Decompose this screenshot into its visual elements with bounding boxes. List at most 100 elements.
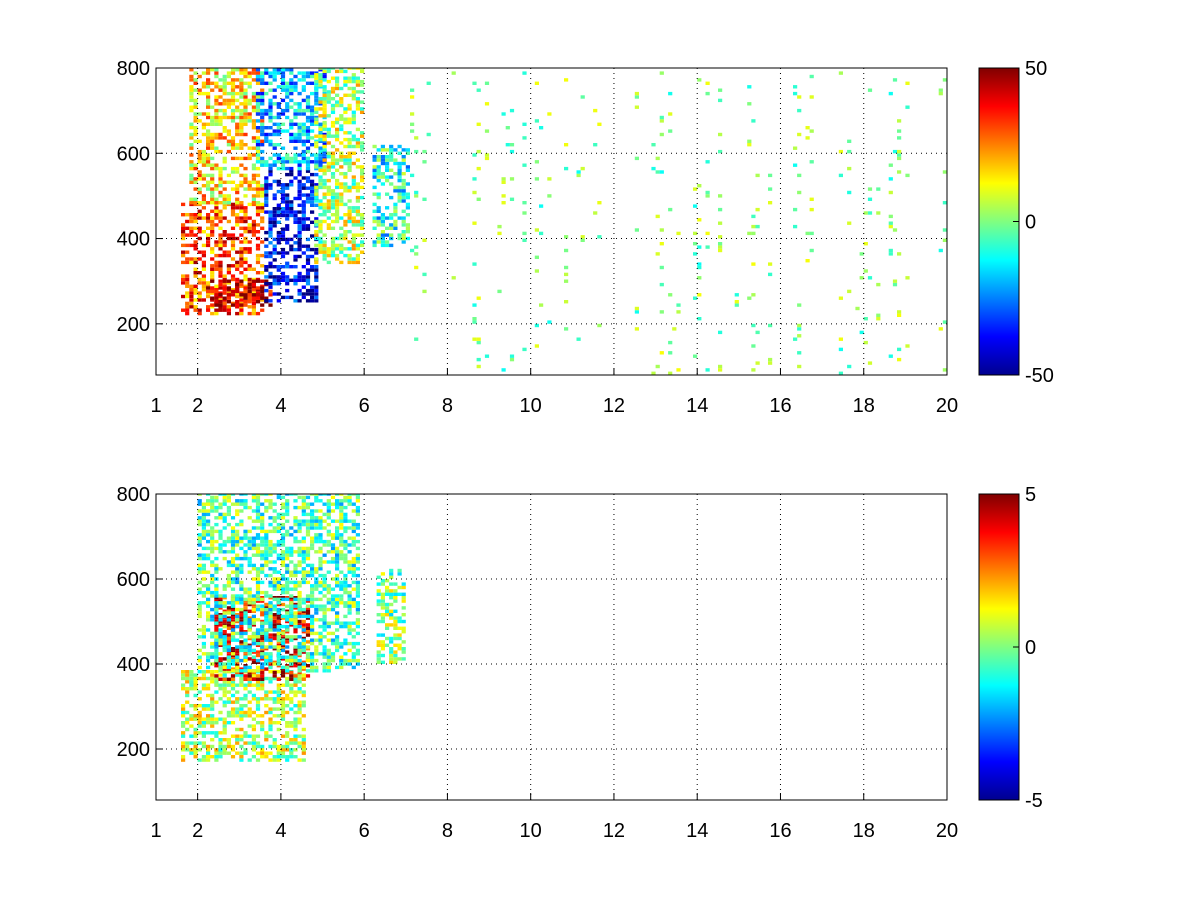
heatmap-cell bbox=[218, 604, 223, 608]
heatmap-cell bbox=[189, 163, 194, 167]
heatmap-cell bbox=[193, 81, 198, 85]
heatmap-cell bbox=[322, 78, 327, 82]
top-colorbar: 500-50 bbox=[978, 58, 1054, 387]
heatmap-cell bbox=[318, 607, 323, 612]
heatmap-cell bbox=[218, 494, 223, 496]
heatmap-cell bbox=[193, 707, 198, 711]
heatmap-cell bbox=[285, 721, 290, 725]
heatmap-cell bbox=[335, 134, 340, 138]
heatmap-cell bbox=[497, 231, 502, 236]
heatmap-cell bbox=[197, 277, 202, 282]
heatmap-cell bbox=[347, 641, 352, 646]
heatmap-cell bbox=[351, 178, 356, 183]
heatmap-cell bbox=[255, 209, 261, 213]
heatmap-cell bbox=[260, 91, 265, 96]
heatmap-cell bbox=[251, 126, 256, 130]
heatmap-cell bbox=[181, 755, 186, 759]
heatmap-cell bbox=[651, 371, 656, 375]
heatmap-cell bbox=[239, 209, 244, 213]
heatmap-cell bbox=[285, 160, 290, 164]
heatmap-cell bbox=[201, 641, 206, 646]
heatmap-cell bbox=[634, 310, 639, 314]
heatmap-cell bbox=[255, 286, 261, 290]
heatmap-cell bbox=[255, 201, 261, 205]
heatmap-cell bbox=[276, 183, 281, 187]
heatmap-cell bbox=[235, 645, 240, 649]
heatmap-cell bbox=[255, 129, 261, 133]
heatmap-cell bbox=[360, 90, 365, 94]
heatmap-cell bbox=[230, 543, 236, 547]
heatmap-cell bbox=[351, 580, 356, 585]
heatmap-cell bbox=[276, 543, 281, 547]
heatmap-cell bbox=[193, 683, 198, 687]
heatmap-cell bbox=[380, 660, 385, 664]
heatmap-cell bbox=[214, 590, 219, 595]
heatmap-cell bbox=[206, 91, 211, 96]
heatmap-cell bbox=[310, 203, 315, 207]
heatmap-cell bbox=[235, 751, 240, 755]
heatmap-cell bbox=[372, 243, 377, 248]
heatmap-cell bbox=[318, 223, 323, 227]
heatmap-cell bbox=[385, 192, 390, 196]
heatmap-cell bbox=[206, 522, 211, 527]
heatmap-cell bbox=[222, 296, 227, 300]
heatmap-cell bbox=[509, 354, 515, 358]
heatmap-cell bbox=[522, 201, 527, 205]
heatmap-cell bbox=[347, 502, 352, 506]
heatmap-cell bbox=[335, 533, 340, 537]
heatmap-cell bbox=[210, 190, 215, 195]
heatmap-cell bbox=[206, 721, 211, 725]
heatmap-cell bbox=[280, 648, 286, 653]
heatmap-cell bbox=[401, 230, 406, 234]
heatmap-cell bbox=[197, 607, 202, 612]
heatmap-cell bbox=[389, 592, 394, 596]
heatmap-cell bbox=[314, 268, 319, 272]
heatmap-cell bbox=[360, 148, 365, 152]
heatmap-cell bbox=[305, 247, 311, 252]
heatmap-cell bbox=[264, 550, 269, 554]
heatmap-cell bbox=[472, 337, 477, 341]
heatmap-cell bbox=[293, 683, 298, 687]
heatmap-cell bbox=[301, 217, 306, 221]
heatmap-cell bbox=[218, 233, 223, 237]
heatmap-cell bbox=[255, 707, 261, 711]
heatmap-cell bbox=[484, 354, 490, 358]
heatmap-cell bbox=[297, 71, 302, 75]
heatmap-cell bbox=[293, 254, 298, 259]
heatmap-cell bbox=[255, 253, 261, 258]
heatmap-cell bbox=[247, 300, 252, 304]
heatmap-cell bbox=[351, 655, 356, 659]
heatmap-cell bbox=[405, 213, 410, 217]
heatmap-cell bbox=[255, 758, 261, 762]
heatmap-cell bbox=[285, 108, 290, 113]
heatmap-cell bbox=[318, 522, 323, 527]
heatmap-cell bbox=[280, 189, 286, 194]
heatmap-cell bbox=[564, 300, 569, 304]
heatmap-cell bbox=[235, 206, 240, 210]
heatmap-cell bbox=[301, 741, 306, 745]
heatmap-cell bbox=[285, 509, 290, 513]
heatmap-cell bbox=[351, 247, 356, 251]
heatmap-cell bbox=[330, 638, 336, 642]
heatmap-cell bbox=[239, 616, 244, 620]
heatmap-cell bbox=[251, 291, 256, 295]
heatmap-cell bbox=[335, 594, 340, 598]
heatmap-cell bbox=[330, 641, 336, 646]
heatmap-cell bbox=[276, 683, 281, 687]
heatmap-cell bbox=[272, 102, 277, 106]
heatmap-cell bbox=[210, 279, 215, 283]
heatmap-cell bbox=[426, 132, 431, 137]
heatmap-cell bbox=[310, 288, 315, 293]
heatmap-cell bbox=[268, 227, 273, 231]
heatmap-cell bbox=[351, 536, 356, 540]
heatmap-cell bbox=[297, 186, 302, 190]
heatmap-cell bbox=[310, 526, 315, 530]
heatmap-cell bbox=[347, 240, 352, 244]
heatmap-cell bbox=[214, 243, 219, 248]
heatmap-cell bbox=[206, 95, 211, 99]
heatmap-cell bbox=[285, 105, 290, 109]
heatmap-cell bbox=[268, 607, 273, 612]
y-tick-label: 800 bbox=[117, 58, 150, 80]
heatmap-cell bbox=[314, 522, 319, 527]
heatmap-cell bbox=[293, 122, 298, 126]
